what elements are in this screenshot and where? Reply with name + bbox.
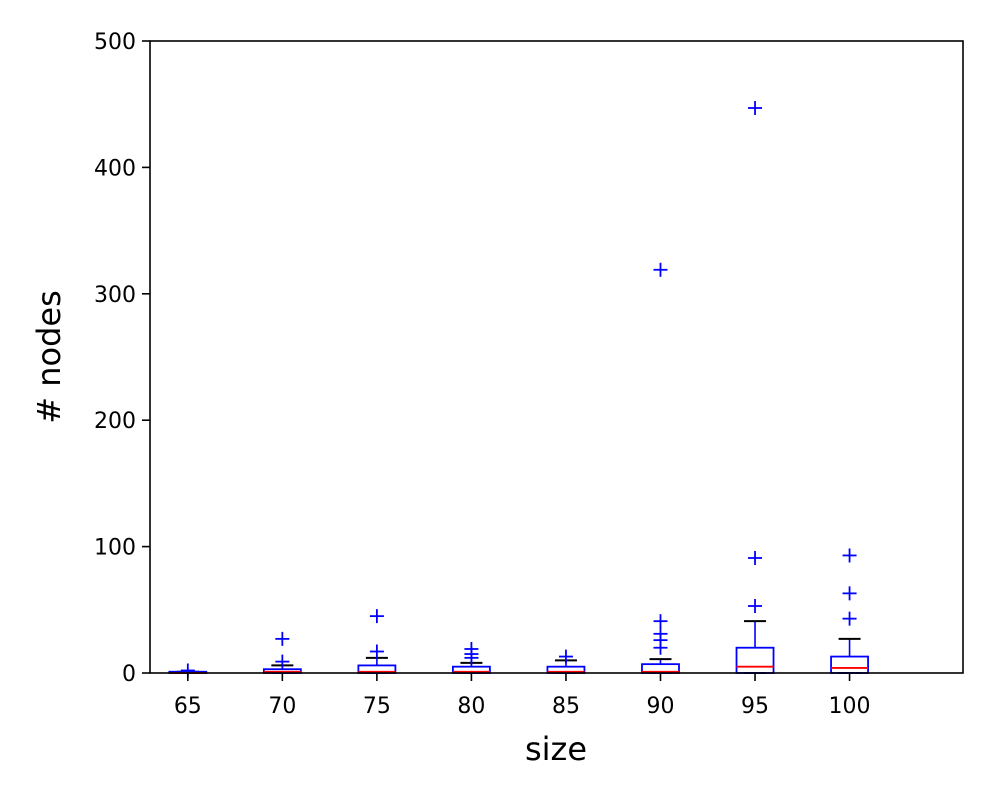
y-tick-label: 0 [122, 662, 136, 687]
flier-marker [842, 611, 857, 626]
flier-marker [369, 609, 384, 624]
x-axis-label: size [525, 730, 587, 768]
x-tick-label: 80 [457, 694, 485, 719]
x-tick-label: 70 [268, 694, 296, 719]
y-tick-label: 200 [94, 409, 136, 434]
plot-frame [149, 40, 964, 674]
y-axis: 0 100 200 300 400 500 [94, 30, 150, 687]
x-tick-label: 90 [646, 694, 674, 719]
flier-marker [748, 100, 763, 115]
flier-marker [369, 644, 384, 659]
flier-marker [653, 262, 668, 277]
flier-marker [653, 614, 668, 629]
flier-marker [275, 631, 290, 646]
box-group-70 [262, 631, 302, 674]
x-tick-label: 65 [174, 694, 202, 719]
x-axis: 65 70 75 80 85 90 95 100 [174, 673, 871, 719]
flier-marker [748, 599, 763, 614]
box-group-75 [357, 609, 397, 674]
box-group-85 [546, 649, 586, 674]
box-group-80 [452, 641, 491, 674]
flier-marker [558, 649, 573, 664]
flier-marker [842, 548, 857, 563]
flier-marker [275, 654, 290, 669]
flier-marker [748, 550, 763, 565]
box [830, 655, 869, 674]
flier-marker [653, 626, 668, 641]
y-tick-label: 400 [94, 156, 136, 181]
box-group-90 [641, 262, 680, 674]
x-tick-label: 75 [363, 694, 391, 719]
x-tick-label: 95 [741, 694, 769, 719]
y-tick-label: 300 [94, 283, 136, 308]
y-axis-label: # nodes [30, 290, 68, 424]
x-tick-label: 100 [829, 694, 871, 719]
y-tick-label: 500 [94, 30, 136, 55]
x-tick-label: 85 [552, 694, 580, 719]
plot-marks [168, 100, 869, 678]
flier-marker [842, 586, 857, 601]
flier-marker [464, 641, 479, 656]
box [735, 646, 775, 674]
y-tick-label: 100 [94, 536, 136, 561]
box-group-100 [830, 548, 869, 674]
box-group-95 [735, 100, 775, 674]
